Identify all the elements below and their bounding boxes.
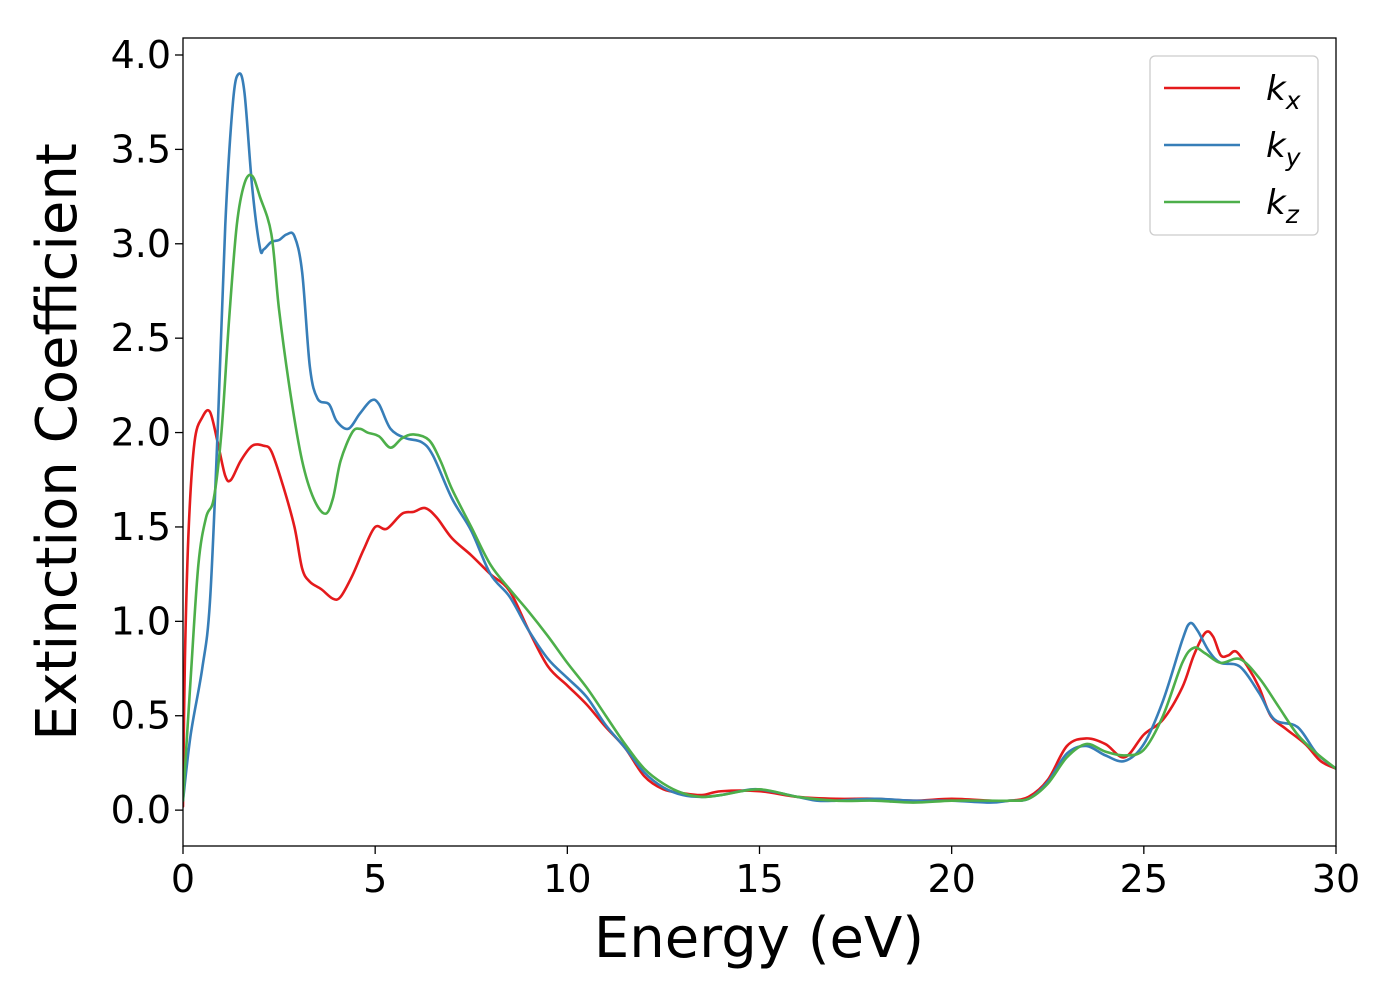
x-axis-label: Energy (eV)	[594, 906, 924, 971]
plot-area	[183, 72, 1336, 808]
legend-label-k-x: kx	[1266, 69, 1301, 115]
y-tick-label: 0.5	[111, 694, 171, 738]
x-tick-label: 15	[735, 857, 783, 901]
y-axis-label: Extinction Coefficient	[25, 143, 90, 741]
y-tick-label: 4.0	[111, 33, 171, 77]
y-tick-label: 3.5	[111, 127, 171, 171]
x-tick-label: 5	[363, 857, 387, 901]
x-tick-label: 10	[543, 857, 591, 901]
y-tick-label: 2.5	[111, 316, 171, 360]
x-tick-label: 30	[1312, 857, 1360, 901]
y-tick-label: 1.0	[111, 599, 171, 643]
x-tick-label: 20	[927, 857, 975, 901]
y-tick-label: 0.0	[111, 788, 171, 832]
legend: kx ky kz	[1149, 55, 1319, 236]
y-tick-label: 1.5	[111, 505, 171, 549]
x-tick-label: 0	[171, 857, 195, 901]
ticks: 0 5 10 15 20 25 30 0.0 0.5 1.0 1.5 2.0 2.5 3.0 3.5 4.0	[111, 33, 1361, 901]
series-line-k-x	[183, 408, 1336, 808]
y-tick-label: 3.0	[111, 222, 171, 266]
legend-label-k-z: kz	[1266, 183, 1300, 229]
legend-label-k-y: ky	[1266, 126, 1302, 172]
series-line-k-z	[183, 173, 1336, 804]
y-tick-label: 2.0	[111, 411, 171, 455]
x-tick-label: 25	[1120, 857, 1168, 901]
